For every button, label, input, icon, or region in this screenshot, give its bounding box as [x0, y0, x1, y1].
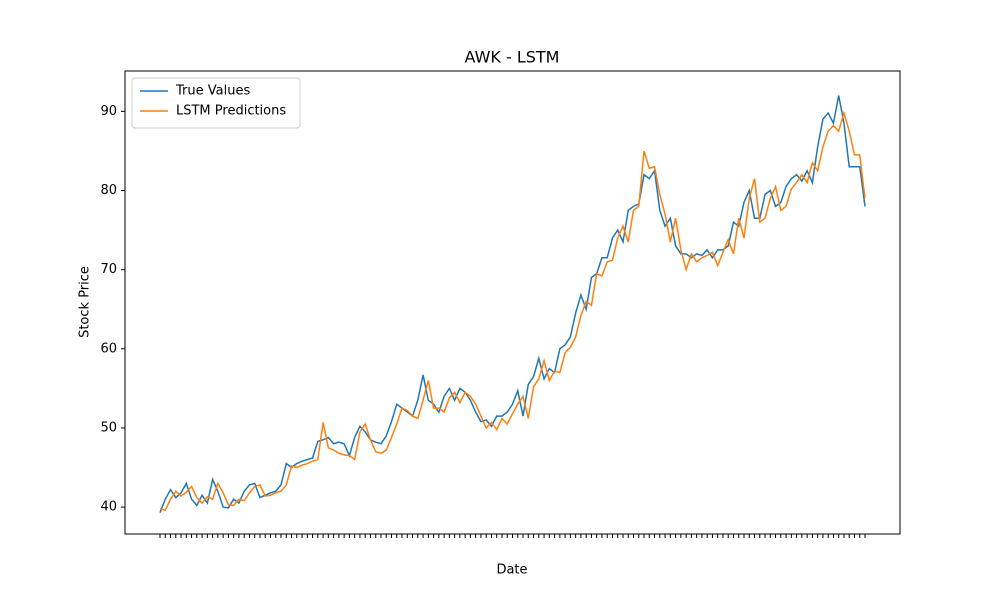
y-tick-label: 80	[100, 183, 117, 198]
y-axis-label: Stock Price	[78, 266, 93, 338]
legend-box	[131, 77, 301, 129]
legend-label: True Values	[175, 84, 250, 99]
line-series	[159, 110, 866, 512]
line-series	[159, 95, 866, 513]
y-tick-label: 50	[100, 420, 117, 435]
y-tick-label: 40	[100, 500, 117, 515]
plot-frame	[124, 70, 901, 535]
legend-label: LSTM Predictions	[176, 104, 286, 119]
chart-title: AWK - LSTM	[465, 48, 560, 67]
y-tick-label: 70	[100, 262, 117, 277]
x-axis-label: Date	[496, 563, 527, 578]
y-tick-label: 60	[100, 341, 117, 356]
y-tick-label: 90	[100, 104, 117, 119]
